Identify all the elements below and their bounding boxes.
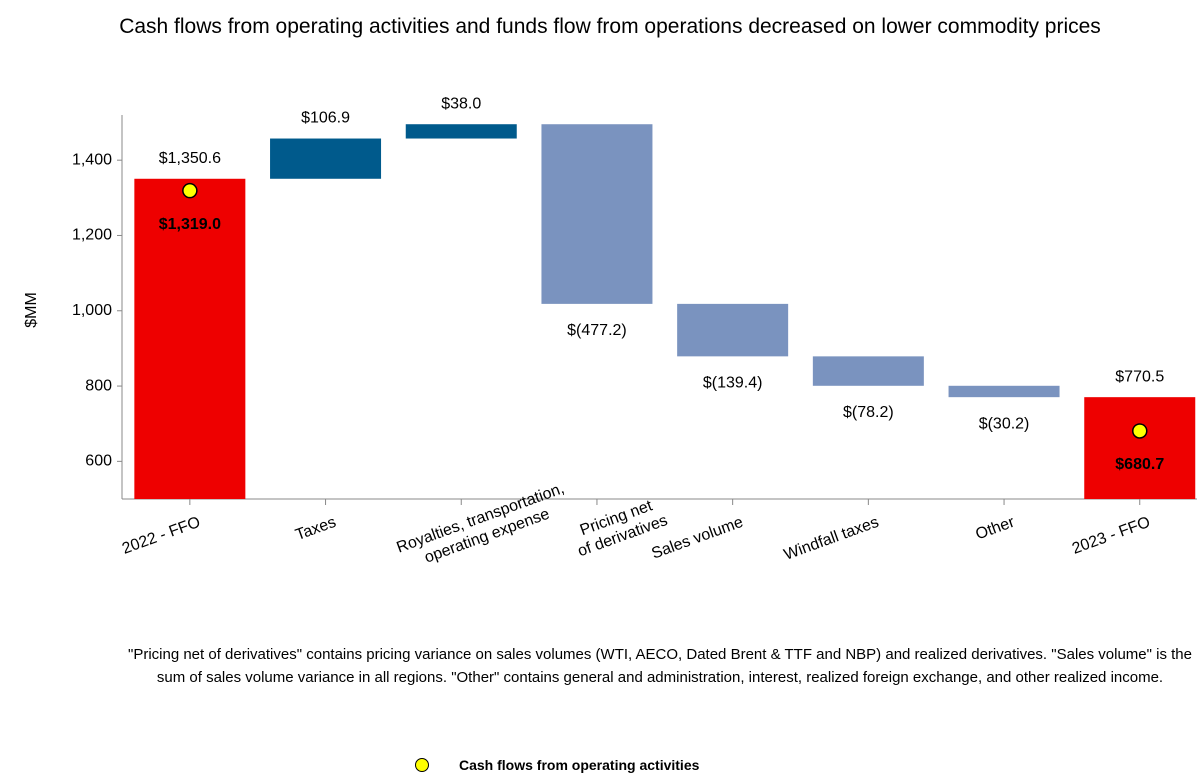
bar [948, 385, 1060, 398]
y-axis-label: $MM [23, 292, 40, 328]
point-label: $1,319.0 [159, 216, 221, 233]
bar [270, 138, 382, 179]
point [182, 182, 198, 199]
point [1132, 423, 1148, 439]
bar [1084, 397, 1196, 499]
x-tick-label: 2022 - FFO [120, 514, 203, 558]
legend-label: Cash flows from operating activities [459, 757, 700, 773]
x-tick-label: Other [973, 514, 1017, 544]
legend: Cash flows from operating activities [415, 757, 699, 773]
bar [541, 124, 653, 304]
y-tick-label: 1,200 [72, 227, 112, 244]
y-tick-label: 1,400 [72, 151, 112, 168]
x-tick-label: 2023 - FFO [1070, 514, 1153, 558]
x-tick-label-group: Royalties, transportation,operating expe… [394, 480, 566, 567]
bar [405, 124, 517, 139]
data-label: $1,350.6 [159, 150, 221, 167]
x-tick-label-group: Other [973, 514, 1017, 544]
footnote: "Pricing net of derivatives" contains pr… [128, 646, 1192, 686]
y-tick-label: 600 [85, 453, 112, 470]
x-tick-label: Taxes [293, 514, 338, 544]
data-label: $38.0 [441, 95, 481, 112]
x-tick-label: Windfall taxes [782, 514, 881, 564]
point-label: $680.7 [1115, 456, 1164, 473]
legend-marker [415, 758, 429, 772]
data-label: $(139.4) [703, 375, 763, 392]
chart-title: Cash flows from operating activities and… [119, 15, 1101, 38]
data-label: $106.9 [301, 110, 350, 127]
data-label: $(477.2) [567, 322, 627, 339]
bar [812, 356, 924, 386]
x-tick-label-group: 2022 - FFO [120, 514, 203, 558]
data-label: $(30.2) [979, 415, 1030, 432]
bar [134, 178, 246, 500]
x-tick-label-group: Taxes [293, 514, 338, 544]
data-label: $(78.2) [843, 404, 894, 421]
bar [677, 303, 789, 357]
x-tick-label-group: Windfall taxes [782, 514, 881, 564]
x-tick-label-group: 2023 - FFO [1070, 514, 1153, 558]
data-label: $770.5 [1115, 368, 1164, 385]
y-tick-label: 1,000 [72, 302, 112, 319]
y-tick-label: 800 [85, 377, 112, 394]
